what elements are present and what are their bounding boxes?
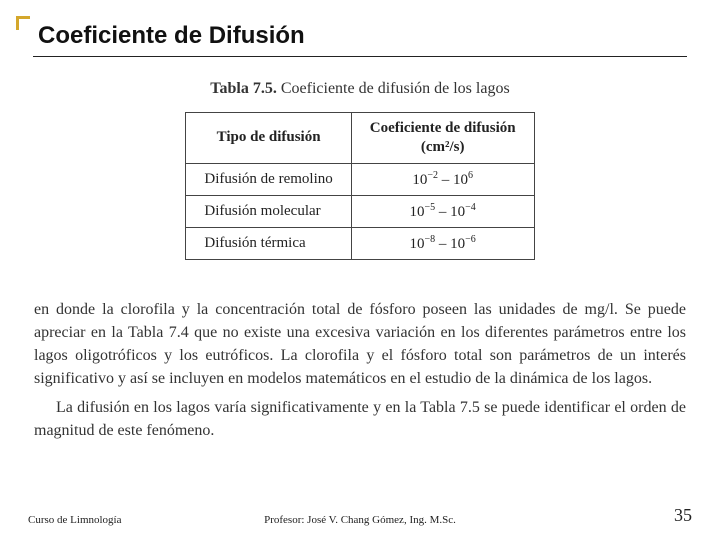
cell-type: Difusión de remolino [186,163,351,195]
diffusion-table: Tipo de difusión Coeficiente de difusión… [185,112,534,260]
col-header-type: Tipo de difusión [186,113,351,164]
cell-range: 10−2 – 106 [351,163,534,195]
footer-page-number: 35 [674,505,692,526]
cell-type: Difusión térmica [186,227,351,259]
page-title: Coeficiente de Difusión [38,22,305,50]
col-header-coef-line1: Coeficiente de difusión [370,120,516,136]
col-header-coef-line2: (cm²/s) [421,139,465,155]
table-row: Difusión térmica 10−8 – 10−6 [186,227,534,259]
corner-accent [16,16,30,30]
footer-center: Profesor: José V. Chang Gómez, Ing. M.Sc… [264,514,456,526]
cell-range: 10−8 – 10−6 [351,227,534,259]
cell-range: 10−5 – 10−4 [351,195,534,227]
table-caption-label: Tabla 7.5. [210,80,277,97]
table-header-row: Tipo de difusión Coeficiente de difusión… [186,113,534,164]
col-header-coef: Coeficiente de difusión (cm²/s) [351,113,534,164]
table-row: Difusión de remolino 10−2 – 106 [186,163,534,195]
title-rule [33,56,687,57]
footer-left: Curso de Limnología [28,514,122,526]
cell-type: Difusión molecular [186,195,351,227]
table-caption: Tabla 7.5. Coeficiente de difusión de lo… [28,80,692,98]
slide-page: Coeficiente de Difusión Tabla 7.5. Coefi… [0,0,720,540]
paragraph-2: La difusión en los lagos varía significa… [34,396,686,442]
paragraph-1: en donde la clorofila y la concentración… [34,298,686,391]
table-row: Difusión molecular 10−5 – 10−4 [186,195,534,227]
body-text: en donde la clorofila y la concentración… [28,298,692,443]
table-caption-text: Coeficiente de difusión de los lagos [281,80,510,97]
